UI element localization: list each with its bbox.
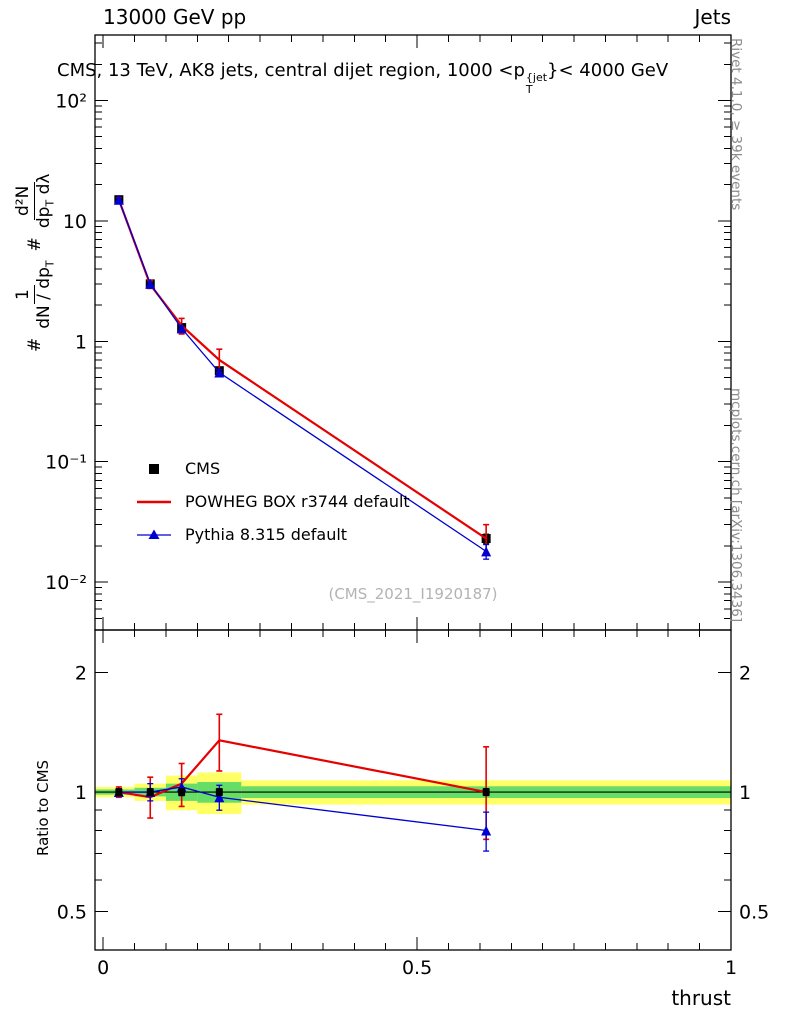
plot-title-post: }< 4000 GeV [547,60,669,81]
tick-label: 10 [63,211,87,233]
pt-superscript: {jet [525,71,548,84]
data-marker-square [178,788,186,796]
pt-subscript: T [525,82,533,96]
legend-item-pythia: Pythia 8.315 default [135,518,410,551]
pt-symbol: p [513,60,525,81]
pt-sub-sup: {jet T [526,72,547,95]
data-marker-triangle [214,792,225,803]
ylabel-fraction-2: d²N dpT dλ [13,173,57,229]
tick-label: 10⁻¹ [45,452,87,474]
analysis-id-watermark: (CMS_2021_I1920187) [328,585,498,603]
frac2-numerator: d²N [13,181,35,221]
data-marker-square [482,788,490,796]
data-marker-triangle [481,546,492,557]
data-marker-triangle [481,825,492,836]
y-axis-label-main: # 1 dN / dpT # d²N dpT dλ [13,173,57,352]
frac2-denominator: dpT dλ [33,173,56,229]
tick-label: 10² [55,91,87,113]
pythia-triangle-marker-icon [137,529,171,539]
tick-label: 0.5 [739,902,769,924]
tick-label: 1 [739,782,751,804]
ylabel-hash-1: # [25,337,46,352]
data-marker-square [115,788,123,796]
data-marker-triangle [113,194,124,205]
tick-label: 1 [725,957,737,979]
powheg-line-marker-icon [137,500,171,503]
tick-label: 10⁻² [45,572,87,594]
data-marker-triangle [214,367,225,378]
legend-item-cms: CMS [135,452,410,485]
ratio-panel-frame [94,629,732,951]
data-marker-square [215,788,223,796]
tick-label: 0 [97,957,109,979]
tick-label: 0.5 [57,902,87,924]
tick-label: 2 [739,663,751,685]
beam-energy-label: 13000 GeV pp [103,5,247,29]
data-marker-triangle [176,323,187,334]
legend-label-cms: CMS [185,459,221,478]
cms-square-marker-icon [149,463,159,474]
legend: CMS POWHEG BOX r3744 default Pythia 8.31… [135,452,410,551]
plot-title-pre: CMS, 13 TeV, AK8 jets, central dijet reg… [57,60,514,81]
tick-label: 1 [75,331,87,353]
data-marker-triangle [145,278,156,289]
frac1-denominator: dN / dpT [33,260,56,329]
ylabel-hash-2: # [25,237,46,252]
data-marker-square [146,788,154,796]
legend-label-powheg: POWHEG BOX r3744 default [185,492,410,511]
analysis-group-label: Jets [694,5,731,29]
tick-label: 1 [75,782,87,804]
tick-label: 2 [75,663,87,685]
frac1-numerator: 1 [13,285,35,304]
ylabel-fraction-1: 1 dN / dpT [13,260,57,329]
legend-item-powheg: POWHEG BOX r3744 default [135,485,410,518]
rivet-version-label: Rivet 4.1.0, ≥ 39k events [728,38,744,211]
x-axis-label: thrust [671,986,731,1010]
legend-label-pythia: Pythia 8.315 default [185,525,348,544]
tick-label: 0.5 [402,957,432,979]
ratio-axis-label: Ratio to CMS [34,759,52,856]
plot-title: CMS, 13 TeV, AK8 jets, central dijet reg… [57,60,668,95]
